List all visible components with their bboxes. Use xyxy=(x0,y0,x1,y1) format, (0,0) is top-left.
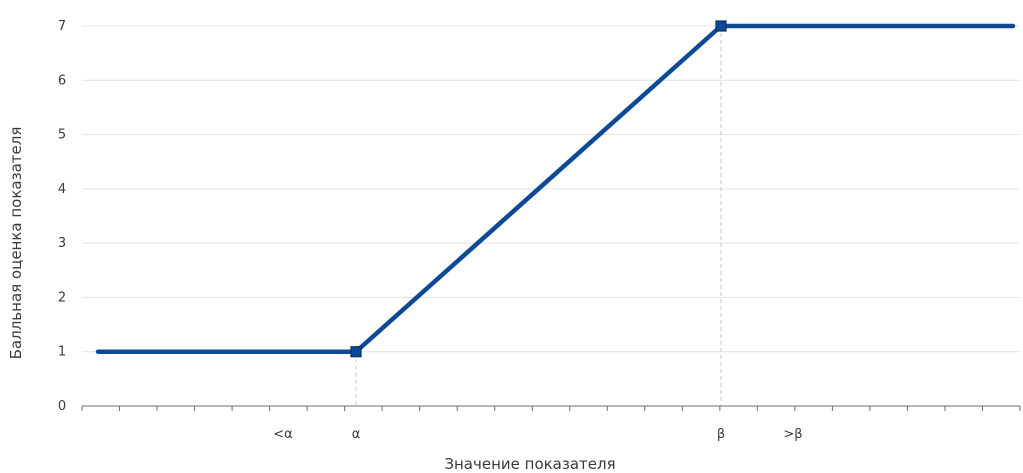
data-point-marker-beta xyxy=(715,20,727,32)
x-tick-label: <α xyxy=(273,427,292,442)
x-axis-title: Значение показателя xyxy=(444,455,615,473)
y-tick-label: 6 xyxy=(58,73,66,88)
data-point-marker-alpha xyxy=(350,346,362,358)
x-tick-label: >β xyxy=(783,427,802,442)
y-tick-label: 3 xyxy=(58,236,66,251)
y-tick-label: 2 xyxy=(58,290,66,305)
x-axis: <α α β >β xyxy=(81,405,1021,442)
grid-lines xyxy=(82,25,1020,353)
y-tick-label: 0 xyxy=(58,399,66,414)
x-tick-label: α xyxy=(352,427,361,442)
y-axis-title: Балльная оценка показателя xyxy=(7,127,25,360)
y-tick-label: 5 xyxy=(58,128,66,143)
y-tick-label: 4 xyxy=(58,182,66,197)
series-line xyxy=(95,23,1016,354)
guide-lines xyxy=(355,26,722,406)
series-layer xyxy=(95,20,1016,358)
y-axis: 0 1 2 3 4 5 6 7 xyxy=(58,19,66,414)
y-tick-label: 1 xyxy=(58,345,66,360)
x-tick-label: β xyxy=(717,427,725,442)
y-tick-label: 7 xyxy=(58,19,66,34)
